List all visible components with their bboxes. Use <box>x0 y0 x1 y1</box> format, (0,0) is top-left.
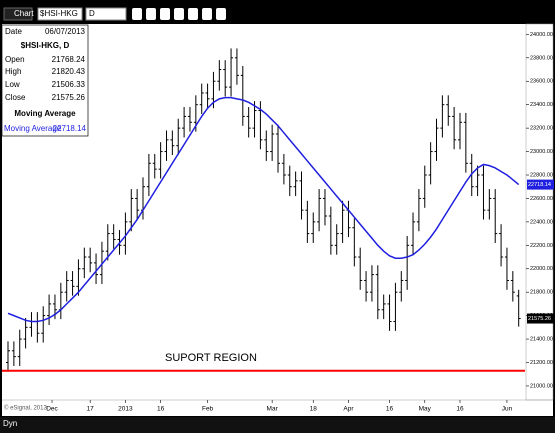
tool-button[interactable] <box>202 8 212 20</box>
info-label: High <box>5 67 21 76</box>
info-symbol: $HSI-HKG, D <box>21 41 70 50</box>
x-tick-label: 16 <box>456 406 464 413</box>
x-tick-label: Jun <box>502 406 513 413</box>
y-tick-label: 21000.00 <box>530 383 553 389</box>
tool-button[interactable] <box>160 8 170 20</box>
y-tick-label: 21400.00 <box>530 337 553 343</box>
symbol: $HSI-HKG <box>40 9 78 18</box>
y-tick-label: 24000.00 <box>530 32 553 38</box>
x-tick-label: May <box>419 406 432 413</box>
mode: Dyn <box>3 419 17 428</box>
tool-button[interactable] <box>216 8 226 20</box>
toolbar-buttons <box>132 8 226 20</box>
x-tick-label: Mar <box>267 406 279 413</box>
tool-button[interactable] <box>174 8 184 20</box>
info-study-value: 22718.14 <box>53 124 87 133</box>
window-tab[interactable] <box>3 7 33 21</box>
info-value: 21575.26 <box>52 93 86 102</box>
info-value: 21506.33 <box>52 80 86 89</box>
y-tick-label: 22000.00 <box>530 266 553 272</box>
tool-button[interactable] <box>146 8 156 20</box>
x-tick-label: 16 <box>386 406 394 413</box>
info-label: Open <box>5 55 25 64</box>
y-tick-label: 22800.00 <box>530 172 553 178</box>
moving-average-line <box>7 96 520 323</box>
chart-area <box>2 24 553 416</box>
y-tick-label: 23400.00 <box>530 102 553 108</box>
y-tick-label: 23600.00 <box>530 79 553 85</box>
y-tick-label: 23000.00 <box>530 149 553 155</box>
close-marker <box>527 313 554 324</box>
info-value: 21820.43 <box>52 67 86 76</box>
info-study-label: Moving Average <box>4 124 62 133</box>
ma-marker-label: 22718.14 <box>528 182 551 188</box>
y-tick-label: 23800.00 <box>530 55 553 61</box>
y-tick-label: 22400.00 <box>530 219 553 225</box>
copyright: © eSignal, 2013 <box>4 405 47 412</box>
x-tick-label: Apr <box>343 406 354 413</box>
y-tick-label: 22200.00 <box>530 243 553 249</box>
x-tick-label: 2013 <box>118 406 133 413</box>
x-tick-label: 16 <box>157 406 165 413</box>
x-tick-label: 18 <box>310 406 318 413</box>
y-tick-label: 21800.00 <box>530 290 553 296</box>
tool-button[interactable] <box>132 8 142 20</box>
symbol-box[interactable] <box>37 7 83 21</box>
y-tick-label: 23200.00 <box>530 126 553 132</box>
info-label: Date <box>5 27 22 36</box>
info-box <box>1 24 89 137</box>
tool-button[interactable] <box>188 8 198 20</box>
ma-marker <box>527 179 554 190</box>
x-tick-label: 17 <box>87 406 95 413</box>
y-tick-label: 21200.00 <box>530 360 553 366</box>
info-label: Close <box>5 93 26 102</box>
window-title: Chart <box>14 9 34 18</box>
info-label: Low <box>5 80 20 89</box>
info-value: 21768.24 <box>52 55 86 64</box>
annotation: SUPORT REGION <box>165 352 257 364</box>
info-study: Moving Average <box>14 109 76 118</box>
x-tick-label: Feb <box>202 406 214 413</box>
interval-box[interactable] <box>85 7 127 21</box>
info-date: 06/07/2013 <box>45 27 86 36</box>
close-marker-label: 21575.26 <box>528 316 551 322</box>
y-tick-label: 22600.00 <box>530 196 553 202</box>
interval: D <box>89 9 95 18</box>
status-bar <box>0 417 555 433</box>
x-tick-label: Dec <box>46 406 58 413</box>
